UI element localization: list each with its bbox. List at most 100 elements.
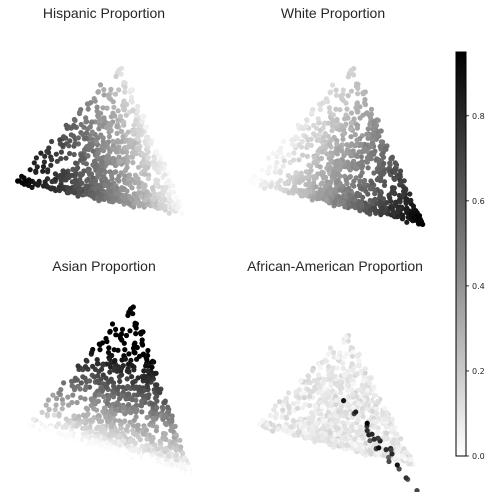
scatter-point — [110, 195, 116, 201]
scatter-point — [317, 106, 323, 113]
scatter-point — [367, 380, 373, 386]
scatter-point — [59, 142, 66, 148]
scatter-point — [326, 364, 332, 370]
scatter-point — [44, 184, 51, 190]
scatter-point — [73, 160, 79, 166]
scatter-point — [354, 153, 360, 159]
scatter-point — [414, 488, 420, 492]
scatter-point — [381, 441, 387, 447]
scatter-point — [319, 404, 325, 410]
scatter-point — [362, 207, 368, 213]
scatter-point — [295, 122, 301, 128]
scatter-point — [125, 423, 131, 429]
scatter-point — [356, 182, 363, 188]
scatter-point — [354, 137, 360, 143]
scatter-point — [329, 128, 335, 134]
scatter-point — [133, 331, 139, 337]
scatter-point — [120, 384, 126, 390]
scatter-point — [150, 423, 156, 429]
scatter-point — [268, 183, 274, 190]
scatter-point — [142, 182, 148, 188]
scatter-point — [53, 423, 59, 430]
scatter-point — [339, 385, 345, 391]
scatter-point — [119, 326, 126, 332]
scatter-point — [180, 463, 186, 469]
scatter-point — [90, 148, 96, 154]
scatter-point — [116, 154, 122, 160]
scatter-point — [130, 108, 136, 114]
scatter-point — [40, 429, 47, 435]
scatter-point — [78, 395, 84, 401]
scatter-point — [369, 126, 376, 132]
scatter-point — [403, 200, 409, 206]
scatter-point — [110, 146, 116, 152]
scatter-point — [124, 164, 130, 171]
scatter-point — [306, 402, 313, 409]
scatter-point — [149, 364, 155, 370]
scatter-point — [313, 437, 319, 443]
scatter-point — [329, 369, 335, 375]
scatter-point — [89, 397, 95, 403]
scatter-point — [272, 169, 278, 175]
scatter-point — [139, 337, 145, 343]
scatter-point — [367, 121, 373, 127]
scatter-point — [93, 438, 99, 444]
scatter-point — [305, 142, 311, 148]
scatter-point — [325, 120, 331, 126]
scatter-point — [386, 454, 392, 460]
scatter-point — [49, 138, 55, 145]
scatter-point — [381, 405, 388, 411]
scatter-point — [349, 367, 355, 373]
scatter-point — [69, 378, 75, 384]
scatter-point — [327, 185, 333, 192]
scatter-point — [358, 141, 364, 147]
scatter-point — [85, 411, 91, 417]
scatter-point — [34, 164, 40, 170]
scatter-point — [273, 184, 280, 191]
scatter-point — [311, 194, 317, 201]
scatter-point — [83, 417, 89, 423]
scatter-point — [280, 402, 286, 408]
scatter-point — [124, 376, 130, 382]
scatter-point — [121, 156, 127, 162]
scatter-point — [281, 158, 287, 164]
scatter-point — [135, 122, 141, 128]
scatter-point — [65, 394, 71, 400]
scatter-point — [386, 458, 392, 465]
scatter-point — [83, 405, 89, 411]
scatter-point — [306, 415, 312, 421]
scatter-point — [332, 393, 338, 399]
scatter-point — [134, 108, 141, 114]
scatter-point — [342, 372, 348, 378]
scatter-point — [346, 201, 352, 207]
scatter-point — [381, 160, 387, 167]
scatter-point — [378, 189, 384, 195]
scatter-point — [49, 157, 55, 163]
scatter-point — [123, 332, 130, 339]
scatter-point — [403, 475, 409, 481]
scatter-point — [311, 154, 317, 161]
scatter-point — [169, 461, 175, 467]
scatter-point — [131, 191, 137, 197]
scatter-point — [337, 187, 343, 193]
scatter-point — [105, 92, 111, 98]
scatter-point — [340, 87, 346, 93]
scatter-point — [179, 206, 185, 213]
scatter-point — [31, 160, 37, 166]
scatter-point — [362, 102, 369, 108]
scatter-point — [324, 196, 330, 202]
scatter-point — [310, 429, 316, 435]
scatter-point — [331, 374, 337, 380]
scatter-point — [120, 194, 126, 200]
scatter-point — [124, 180, 130, 186]
scatter-point — [69, 189, 75, 195]
scatter-point — [354, 125, 360, 131]
scatter-point — [150, 411, 156, 417]
scatter-point — [152, 382, 159, 388]
scatter-point — [100, 115, 106, 121]
scatter-point — [376, 157, 382, 163]
scatter-point — [384, 410, 390, 416]
scatter-point — [111, 432, 117, 438]
scatter-point — [147, 140, 153, 146]
scatter-point — [341, 398, 347, 404]
